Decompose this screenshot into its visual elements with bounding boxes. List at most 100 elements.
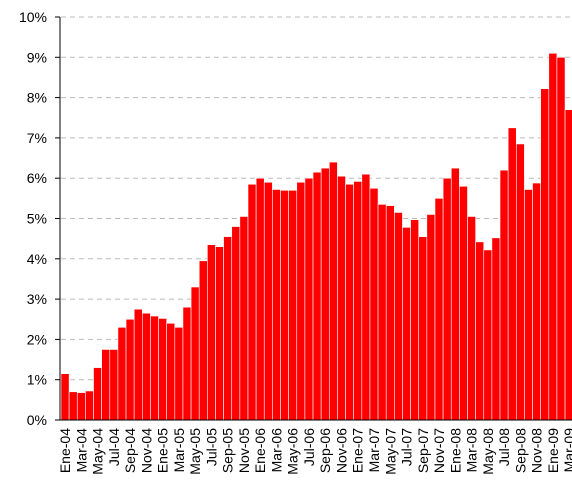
bar — [377, 204, 387, 421]
y-tick-label: 5% — [27, 211, 47, 227]
x-tick-label: Mar-07 — [366, 428, 382, 473]
y-tick-label: 10% — [19, 9, 47, 25]
bar — [142, 312, 151, 421]
x-tick-label: Sep-06 — [317, 428, 333, 473]
bar — [434, 198, 444, 421]
y-tick-label: 3% — [27, 291, 47, 307]
bar — [450, 167, 460, 421]
bar — [125, 318, 135, 421]
bar — [198, 260, 208, 421]
x-tick-label: Jul-05 — [203, 428, 219, 466]
bar — [548, 52, 558, 421]
bar — [215, 246, 224, 421]
x-tick-label: Nov-05 — [236, 428, 252, 473]
bar — [524, 189, 533, 421]
bar — [483, 249, 493, 421]
x-tick-label: Mar-08 — [464, 428, 480, 473]
bar — [410, 219, 420, 421]
bar — [207, 244, 216, 421]
y-tick-label: 9% — [27, 49, 47, 65]
x-tick-label: May-05 — [187, 428, 203, 475]
bar — [515, 143, 525, 421]
bar — [280, 189, 289, 421]
bar — [328, 161, 338, 421]
bar — [385, 205, 395, 421]
bar — [507, 127, 517, 421]
bar — [133, 308, 143, 421]
x-tick-label: Ene-07 — [350, 428, 366, 473]
bar — [296, 181, 306, 421]
x-tick-label: Ene-08 — [447, 428, 463, 473]
bar — [288, 189, 298, 421]
x-tick-label: Nov-07 — [431, 428, 447, 473]
y-tick-label: 1% — [27, 372, 47, 388]
bar — [532, 182, 541, 421]
y-tick-label: 0% — [27, 412, 47, 428]
bar — [76, 392, 86, 421]
bar — [564, 109, 572, 421]
y-tick-label: 6% — [27, 170, 47, 186]
bar — [101, 349, 111, 421]
x-tick-label: Jul-07 — [399, 428, 415, 466]
bar — [85, 390, 94, 421]
x-tick-label: Sep-05 — [220, 428, 236, 473]
bar — [117, 327, 127, 421]
y-tick-label: 8% — [27, 90, 47, 106]
bar — [353, 181, 363, 421]
bar — [491, 237, 501, 421]
bar — [459, 185, 468, 421]
y-tick-label: 7% — [27, 130, 47, 146]
bar — [190, 286, 200, 421]
x-tick-label: Nov-08 — [529, 428, 545, 473]
bar — [304, 177, 314, 421]
bar — [182, 306, 192, 421]
bar — [394, 212, 403, 421]
x-tick-label: May-06 — [285, 428, 301, 475]
x-tick-label: Mar-06 — [268, 428, 284, 473]
bar — [272, 189, 281, 421]
x-tick-label: Jul-06 — [301, 428, 317, 466]
bar — [93, 367, 102, 421]
y-tick-label: 2% — [27, 331, 47, 347]
x-tick-label: Sep-04 — [122, 428, 138, 473]
bar — [158, 318, 167, 421]
bar — [223, 236, 233, 421]
bar — [263, 181, 273, 421]
bar — [239, 216, 249, 421]
x-tick-label: May-07 — [382, 428, 398, 475]
x-tick-label: Jul-04 — [106, 428, 122, 466]
x-tick-label: Ene-04 — [57, 428, 73, 473]
x-tick-label: Mar-04 — [73, 428, 89, 473]
bar — [60, 373, 70, 421]
bar — [231, 226, 241, 421]
x-tick-label: Mar-05 — [171, 428, 187, 473]
bar — [166, 322, 176, 421]
bar — [369, 187, 379, 421]
bar — [467, 216, 476, 421]
bar — [540, 88, 550, 421]
bar — [255, 177, 265, 421]
bar — [109, 349, 119, 421]
bar — [320, 167, 330, 421]
x-tick-label: Sep-07 — [415, 428, 431, 473]
bar — [499, 169, 509, 421]
bar — [556, 56, 566, 421]
bar — [337, 175, 346, 421]
x-tick-label: Ene-09 — [545, 428, 561, 473]
x-tick-label: Mar-09 — [561, 428, 572, 473]
bar — [475, 241, 485, 421]
bar — [174, 327, 184, 421]
x-tick-label: Jul-08 — [496, 428, 512, 466]
bar — [402, 227, 411, 421]
y-tick-label: 4% — [27, 251, 47, 267]
bar — [361, 173, 371, 421]
bar — [312, 171, 322, 421]
x-tick-label: Sep-08 — [512, 428, 528, 473]
bar — [418, 236, 428, 421]
bar — [442, 177, 452, 421]
x-tick-label: Nov-04 — [138, 428, 154, 473]
bar — [68, 391, 78, 421]
bar — [247, 183, 257, 421]
x-tick-label: May-04 — [90, 428, 106, 475]
